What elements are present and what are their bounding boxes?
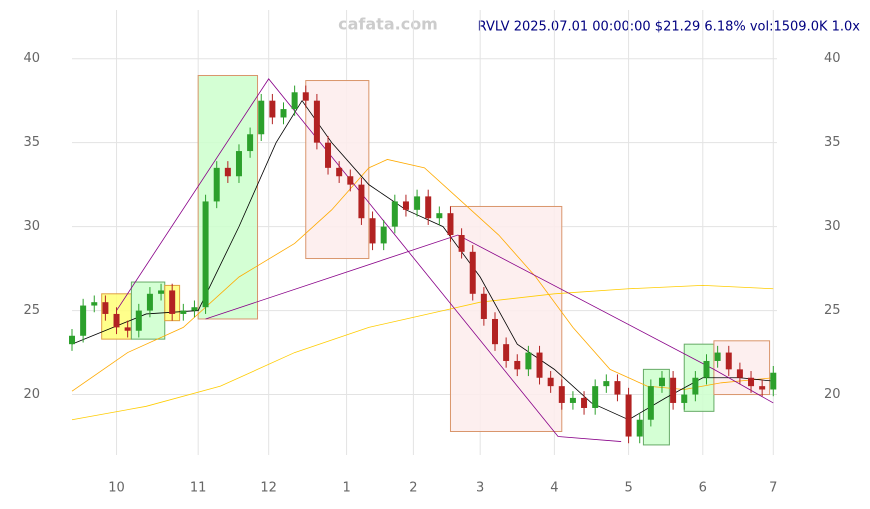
- candle-body: [358, 184, 365, 219]
- candle-body: [258, 100, 265, 135]
- candle-body: [146, 293, 153, 311]
- candle-body: [347, 176, 354, 185]
- candle-body: [736, 369, 743, 378]
- candle-body: [80, 305, 87, 336]
- candle-body: [414, 196, 421, 210]
- candle-body: [469, 251, 476, 294]
- candle-body: [770, 372, 777, 390]
- candle-body: [291, 92, 298, 110]
- candle-body: [558, 386, 565, 403]
- candle-body: [692, 377, 699, 395]
- candle-body: [592, 386, 599, 408]
- indicator-line: [71, 159, 774, 392]
- candle-body: [180, 310, 187, 314]
- candle-body: [380, 226, 387, 244]
- indicator-line: [205, 234, 774, 404]
- candle-body: [325, 142, 332, 168]
- y-tick-label: 40: [23, 51, 40, 66]
- candle-body: [124, 327, 131, 331]
- candle-body: [725, 352, 732, 370]
- candle-body: [492, 318, 498, 345]
- candle-body: [670, 377, 677, 403]
- candle-body: [625, 394, 632, 437]
- x-tick-label: 12: [260, 481, 277, 496]
- candle-body: [447, 213, 454, 236]
- x-tick-label: 2: [409, 481, 417, 496]
- candle-body: [514, 360, 521, 370]
- candle-body: [581, 397, 588, 408]
- candle-body: [224, 167, 231, 177]
- candle-body: [247, 134, 254, 152]
- candle-body: [436, 213, 443, 219]
- x-tick-label: 3: [476, 481, 484, 496]
- candle-body: [369, 218, 376, 244]
- candle-body: [69, 335, 75, 345]
- candle-body: [547, 377, 554, 387]
- y-tick-label: 25: [23, 303, 40, 318]
- x-tick-label: 1: [342, 481, 350, 496]
- candle-body: [313, 100, 320, 143]
- x-tick-label: 10: [108, 481, 125, 496]
- candle-body: [91, 302, 98, 306]
- candle-body: [480, 293, 487, 319]
- candle-body: [269, 100, 276, 118]
- candle-body: [402, 201, 409, 210]
- zone-box: [713, 340, 771, 396]
- candle-body: [302, 92, 309, 101]
- indicator-line: [71, 284, 774, 421]
- candle-body: [191, 307, 198, 311]
- candle-body: [169, 290, 176, 314]
- y-tick-label: 30: [23, 219, 40, 234]
- y-tick-label-right: 30: [824, 219, 841, 234]
- x-tick-label: 4: [550, 481, 558, 496]
- candle-body: [425, 196, 432, 219]
- y-tick-label: 35: [23, 135, 40, 150]
- x-tick-label: 5: [624, 481, 632, 496]
- candle-body: [202, 201, 209, 308]
- candle-body: [525, 352, 532, 370]
- candle-body: [748, 377, 755, 387]
- candle-body: [458, 235, 465, 252]
- candle-body: [569, 397, 576, 403]
- candle-body: [235, 151, 242, 177]
- candle-body: [213, 167, 220, 202]
- y-tick-label-right: 25: [824, 303, 841, 318]
- indicator-line: [116, 78, 622, 442]
- x-tick-label: 7: [769, 481, 777, 496]
- y-tick-label-right: 35: [824, 135, 841, 150]
- candle-body: [703, 360, 710, 378]
- x-tick-label: 6: [699, 481, 707, 496]
- candle-body: [647, 386, 654, 420]
- candle-body: [102, 302, 109, 314]
- candle-body: [503, 344, 510, 361]
- candle-body: [113, 313, 120, 328]
- y-tick-label: 20: [23, 387, 40, 402]
- candle-body: [603, 381, 610, 387]
- candle-body: [135, 310, 142, 331]
- candle-body: [681, 394, 688, 403]
- candle-body: [759, 386, 766, 390]
- candle-body: [658, 377, 665, 387]
- candle-body: [280, 109, 287, 118]
- watermark: cafata.com: [338, 15, 438, 34]
- zone-box: [642, 368, 670, 446]
- y-tick-label-right: 40: [824, 51, 841, 66]
- chart-title: RVLV 2025.07.01 00:00:00 $21.29 6.18% vo…: [478, 20, 861, 35]
- candle-body: [636, 419, 643, 437]
- candle-body: [536, 352, 543, 378]
- x-tick-label: 11: [190, 481, 207, 496]
- indicator-line: [71, 99, 774, 421]
- candle-body: [336, 167, 343, 177]
- candle-body: [614, 381, 621, 395]
- candle-body: [391, 201, 398, 227]
- candle-body: [158, 290, 165, 294]
- candle-body: [714, 352, 721, 361]
- y-tick-label-right: 20: [824, 387, 841, 402]
